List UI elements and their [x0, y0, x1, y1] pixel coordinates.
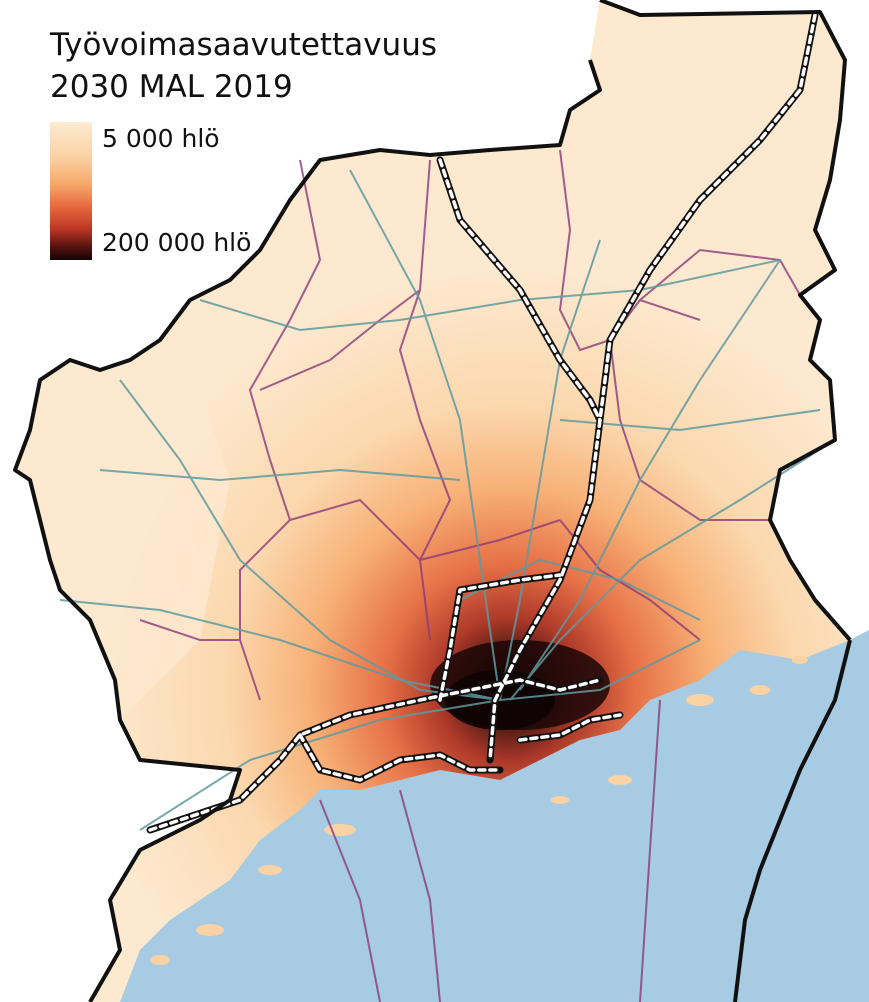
railways	[146, 11, 819, 834]
roads	[59, 169, 836, 831]
map-title-line1: Työvoimasaavutettavuus	[50, 27, 438, 63]
legend-high-label: 200 000 hlö	[102, 228, 252, 257]
sea	[120, 640, 850, 1002]
region-boundary	[13, 0, 852, 1002]
north-east-periphery	[560, 0, 850, 320]
islands	[150, 656, 808, 965]
legend-low-label: 5 000 hlö	[102, 124, 220, 153]
sea-edge	[735, 630, 869, 1002]
map-title-line2: 2030 MAL 2019	[50, 69, 293, 105]
legend-color-bar	[50, 122, 92, 260]
